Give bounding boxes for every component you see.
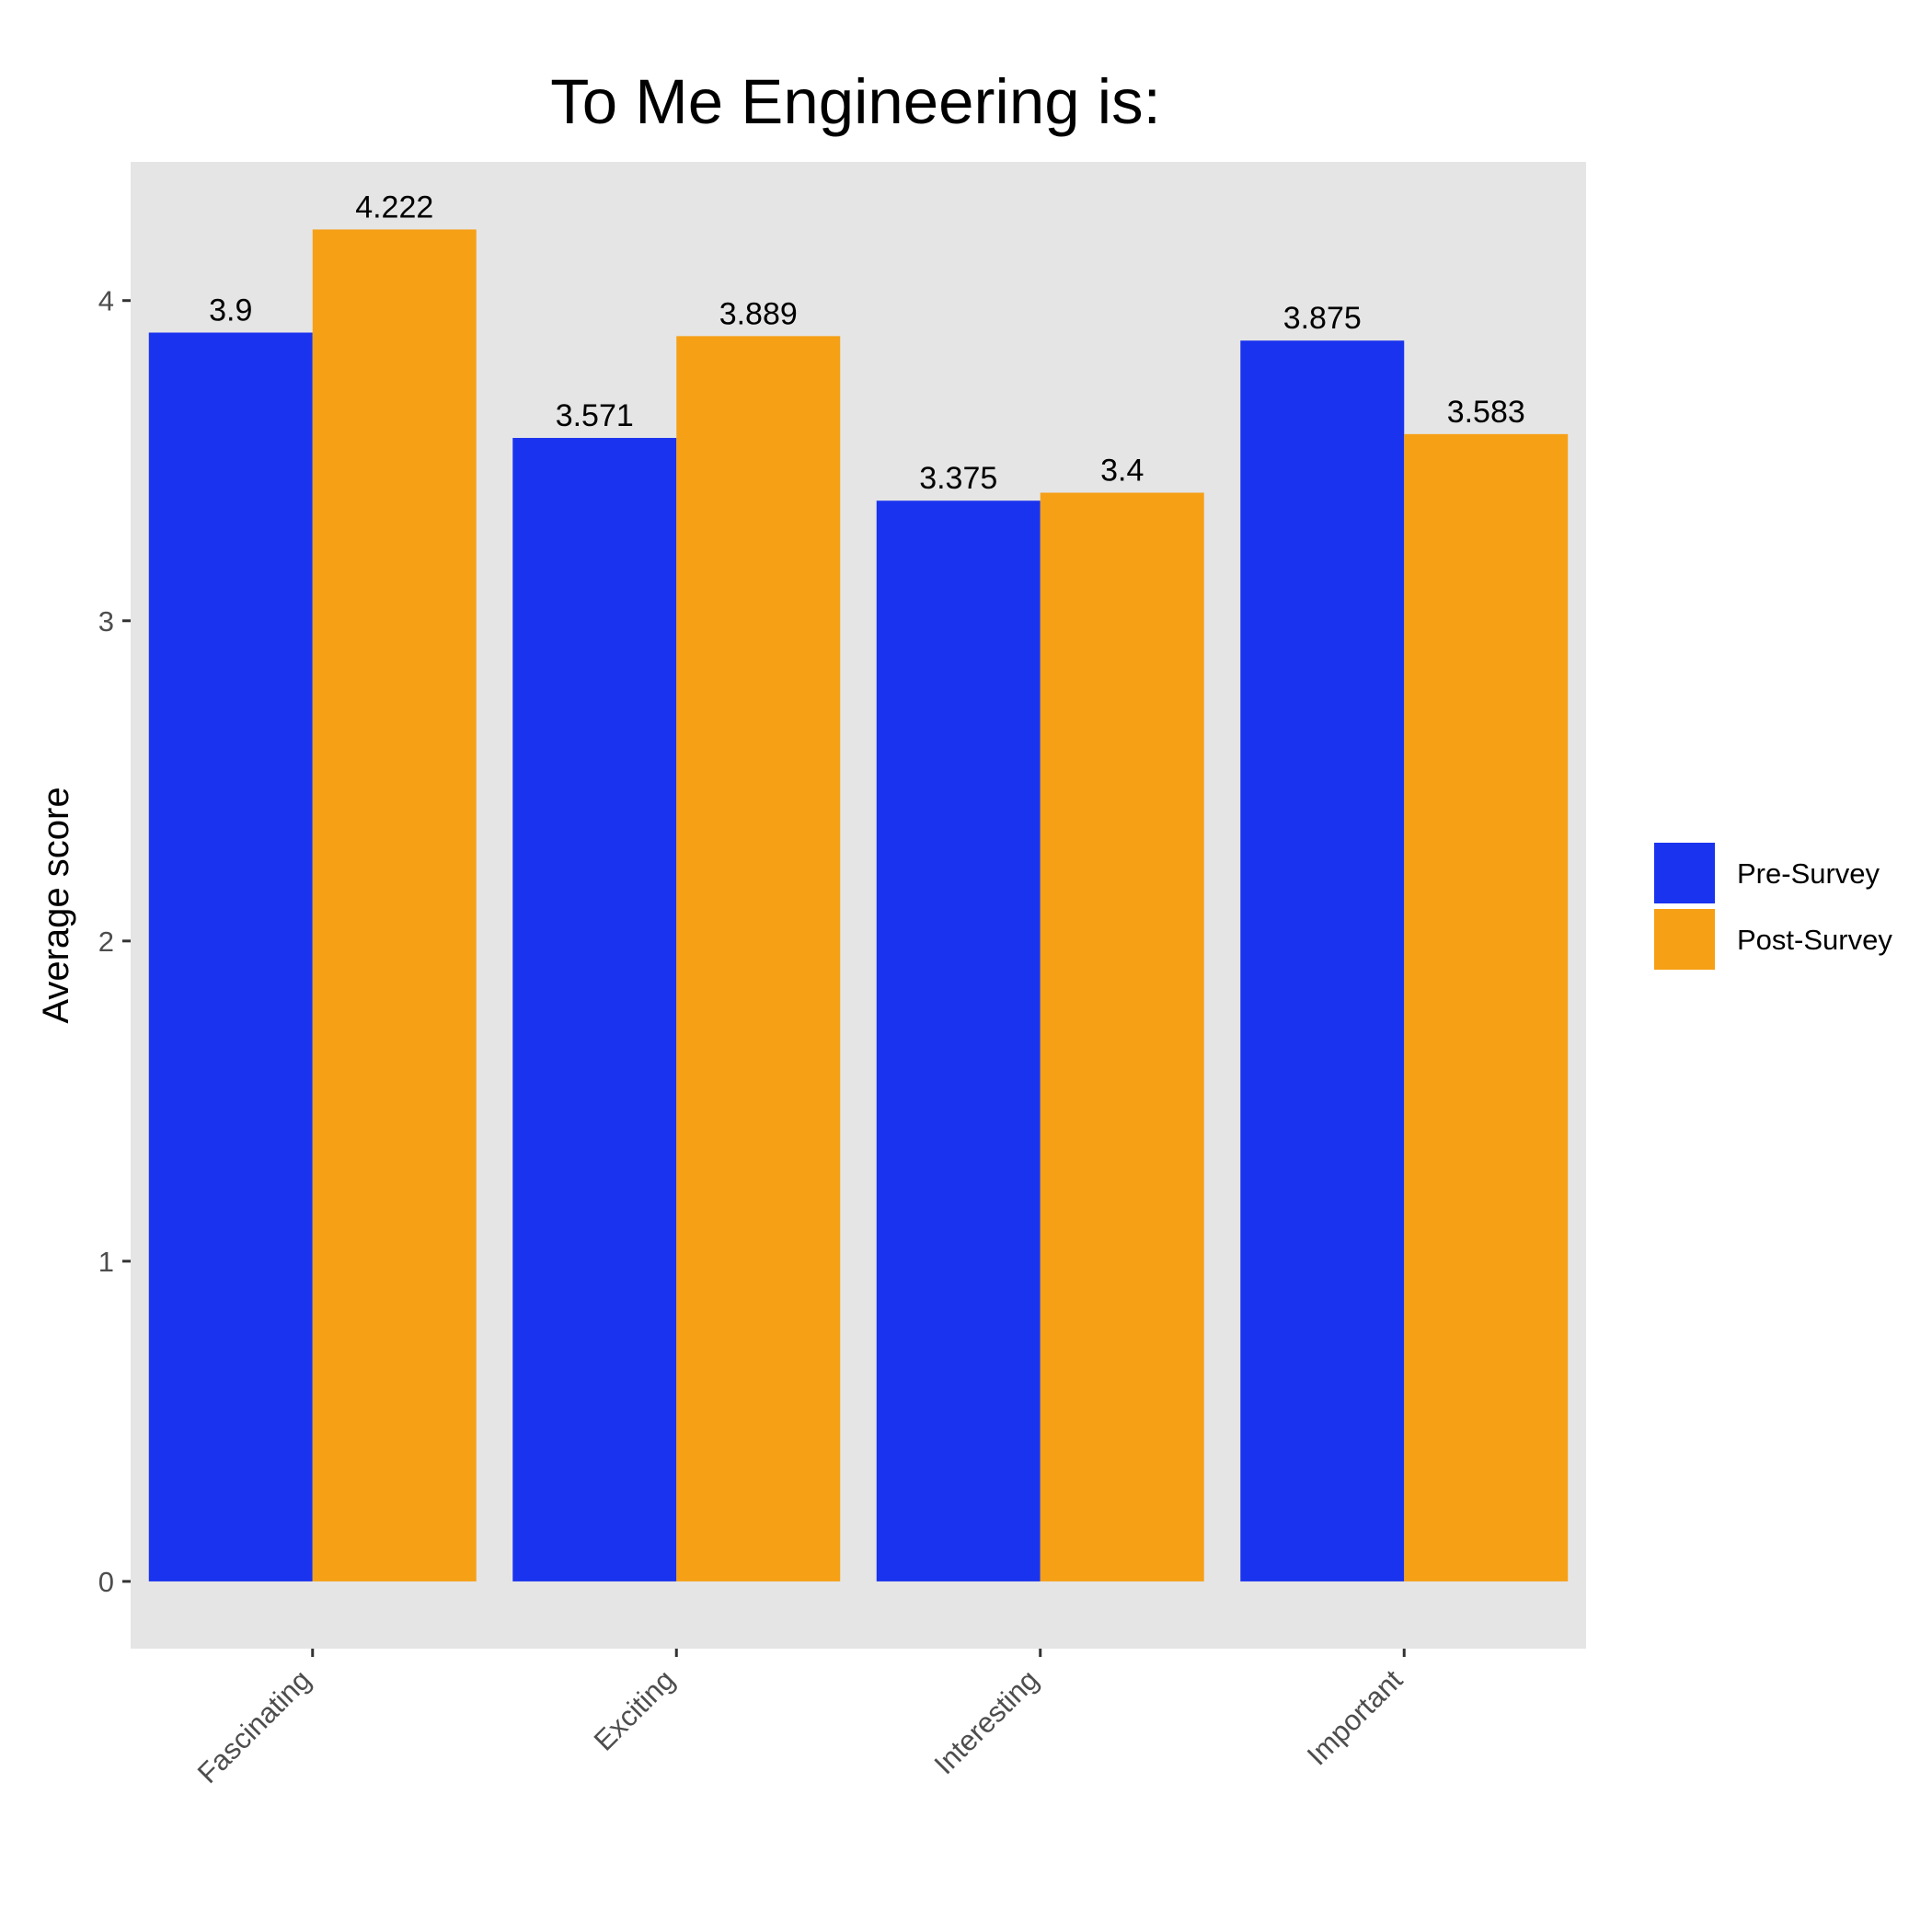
legend-key-pre-survey bbox=[1652, 841, 1717, 905]
x-tick-label-exciting: Exciting bbox=[588, 1663, 682, 1757]
bar-label-post-survey-fascinating: 4.222 bbox=[355, 190, 433, 224]
bar-post-survey-interesting bbox=[1040, 492, 1204, 1581]
y-tick-label: 4 bbox=[98, 285, 114, 317]
bars bbox=[148, 229, 1569, 1581]
x-tick-label-interesting: Interesting bbox=[928, 1663, 1045, 1780]
bar-pre-survey-exciting bbox=[512, 438, 677, 1581]
bar-label-post-survey-exciting: 3.889 bbox=[719, 296, 798, 331]
y-axis: 0 1 2 3 4 bbox=[98, 285, 131, 1598]
legend: Pre-Survey Post-Survey bbox=[1652, 841, 1892, 972]
bar-post-survey-important bbox=[1404, 433, 1569, 1581]
bar-label-pre-survey-interesting: 3.375 bbox=[919, 461, 997, 496]
bar-pre-survey-fascinating bbox=[148, 332, 313, 1581]
x-axis: Fascinating Exciting Interesting Important bbox=[191, 1649, 1409, 1789]
bar-label-post-survey-important: 3.583 bbox=[1447, 395, 1525, 430]
x-tick-label-important: Important bbox=[1301, 1663, 1409, 1772]
y-axis-title: Average score bbox=[36, 787, 76, 1023]
y-tick-label: 3 bbox=[98, 605, 114, 638]
bar-pre-survey-interesting bbox=[876, 500, 1041, 1581]
y-tick-label: 1 bbox=[98, 1246, 114, 1278]
x-tick-label-fascinating: Fascinating bbox=[191, 1663, 317, 1789]
y-tick-label: 2 bbox=[98, 926, 114, 958]
bar-label-pre-survey-important: 3.875 bbox=[1283, 301, 1362, 336]
bar-label-post-survey-interesting: 3.4 bbox=[1100, 454, 1144, 489]
bar-labels: 3.9 3.571 3.375 3.875 4.222 3.889 3.4 3.583 bbox=[209, 190, 1525, 496]
bar-label-pre-survey-fascinating: 3.9 bbox=[209, 293, 252, 328]
legend-key-post-survey bbox=[1652, 907, 1717, 972]
bar-post-survey-exciting bbox=[676, 336, 841, 1581]
chart-title: To Me Engineering is: bbox=[550, 66, 1161, 137]
legend-label-post-survey: Post-Survey bbox=[1737, 924, 1892, 956]
y-tick-label: 0 bbox=[98, 1566, 114, 1598]
legend-label-pre-survey: Pre-Survey bbox=[1737, 857, 1880, 890]
bar-pre-survey-important bbox=[1240, 340, 1405, 1581]
bar-post-survey-fascinating bbox=[312, 229, 477, 1581]
bar-label-pre-survey-exciting: 3.571 bbox=[556, 398, 634, 433]
